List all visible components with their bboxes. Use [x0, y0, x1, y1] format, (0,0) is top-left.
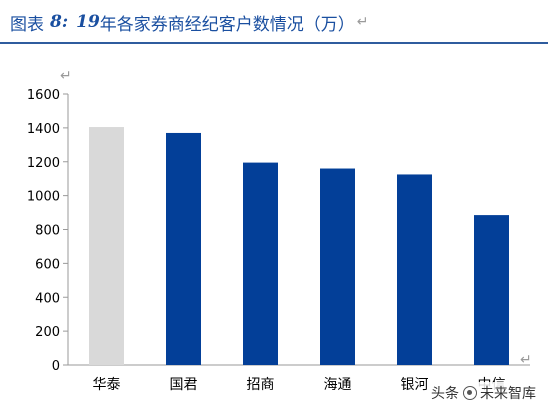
- source-watermark: 头条 未来智库: [429, 382, 538, 404]
- watermark-source: 未来智库: [480, 386, 536, 402]
- figure-caption: 图表 8: 19 年各家券商经纪客户数情况（万） ↵: [10, 6, 369, 38]
- x-tick-label: 银河: [401, 377, 429, 393]
- bar-5: [474, 215, 509, 365]
- y-tick-label: 200: [35, 325, 60, 340]
- y-tick-label: 400: [35, 291, 60, 306]
- figure-year: 19: [76, 12, 100, 32]
- y-tick-label: 600: [35, 257, 60, 272]
- y-tick-label: 0: [52, 359, 60, 374]
- y-tick-label: 1400: [27, 122, 60, 137]
- x-tick-label: 海通: [324, 377, 352, 393]
- y-tick-label: 800: [35, 224, 60, 239]
- y-tick-label: 1000: [27, 190, 60, 205]
- watermark-prefix: 头条: [431, 386, 459, 402]
- x-tick-label: 华泰: [93, 377, 121, 393]
- bar-1: [166, 132, 201, 365]
- at-icon: [463, 386, 477, 400]
- return-mark: ↵: [60, 68, 72, 84]
- figure-number: 8:: [50, 12, 69, 32]
- bar-4: [397, 174, 432, 365]
- title-rule: [0, 42, 548, 44]
- return-mark: ↵: [520, 352, 532, 368]
- x-tick-label: 国君: [170, 377, 198, 393]
- figure-title: 年各家券商经纪客户数情况（万）: [99, 14, 355, 35]
- bar-3: [320, 168, 355, 365]
- y-tick-label: 1600: [27, 88, 60, 103]
- x-tick-label: 招商: [247, 377, 275, 393]
- bar-0: [89, 127, 124, 365]
- paragraph-return-mark: ↵: [356, 14, 369, 30]
- bar-2: [243, 162, 278, 365]
- figure-label: 图表: [10, 14, 44, 35]
- y-tick-label: 1200: [27, 156, 60, 171]
